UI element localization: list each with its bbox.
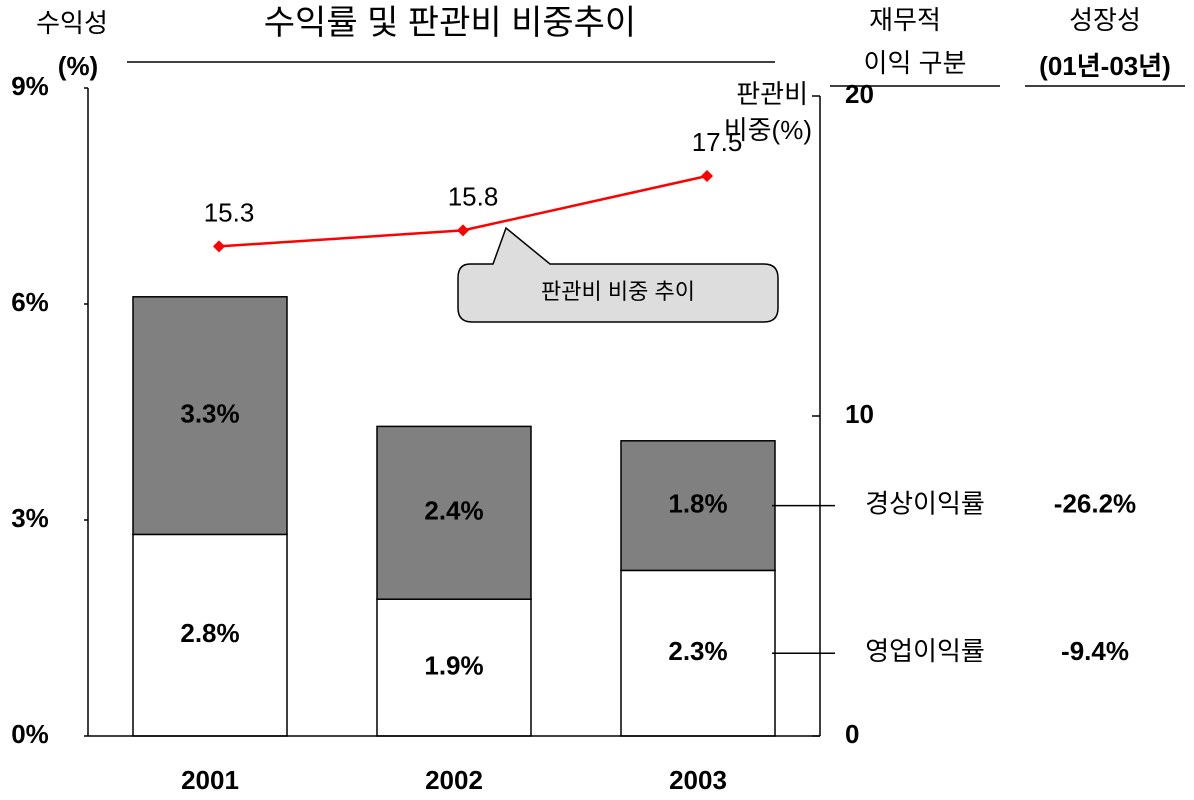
y2-label: 판관비 <box>736 79 808 109</box>
y2-tick-label: 10 <box>845 399 874 429</box>
row-label: 영업이익률 <box>865 636 985 666</box>
line-marker <box>457 224 469 237</box>
bar <box>132 533 288 737</box>
value-label: 2.4% <box>424 496 483 526</box>
bar <box>620 569 776 737</box>
y-tick-label: 6% <box>11 287 49 317</box>
y-tick-label: 9% <box>11 71 49 101</box>
line-label: 17.5 <box>692 127 743 157</box>
row-header: 재무적 <box>869 5 941 35</box>
bar <box>376 598 532 737</box>
line-label: 15.8 <box>448 181 499 211</box>
callout-text: 판관비 비중 추이 <box>541 279 695 304</box>
y-tick-label: 0% <box>11 719 49 749</box>
row-header: 이익 구분 <box>864 48 967 78</box>
growth-value: -26.2% <box>1054 488 1136 518</box>
y2-tick-label: 0 <box>845 719 859 749</box>
callout <box>457 226 779 323</box>
bar <box>620 440 776 572</box>
growth-header: 성장성 <box>1069 5 1141 35</box>
x-tick-label: 2001 <box>181 765 239 795</box>
bar <box>132 296 288 536</box>
line-marker <box>701 170 713 182</box>
growth-value: -9.4% <box>1061 636 1129 666</box>
row-label: 경상이익률 <box>865 488 985 518</box>
value-label: 1.9% <box>424 650 483 680</box>
y-label: (%) <box>58 51 98 81</box>
line-label: 15.3 <box>204 197 255 227</box>
y2-tick-label: 20 <box>845 79 874 109</box>
y-tick-label: 3% <box>11 503 49 533</box>
chart-title: 수익률 및 판관비 비중추이 <box>264 4 636 42</box>
value-label: 1.8% <box>668 488 727 518</box>
value-label: 2.3% <box>668 636 727 666</box>
x-tick-label: 2002 <box>425 765 483 795</box>
y2-label: 비중(%) <box>724 115 812 145</box>
value-label: 2.8% <box>180 618 239 648</box>
growth-header: (01년-03년) <box>1039 51 1171 81</box>
bar <box>376 425 532 600</box>
y-label: 수익성 <box>36 8 108 38</box>
x-tick-label: 2003 <box>669 765 727 795</box>
value-label: 3.3% <box>180 398 239 428</box>
line-marker <box>213 240 225 253</box>
